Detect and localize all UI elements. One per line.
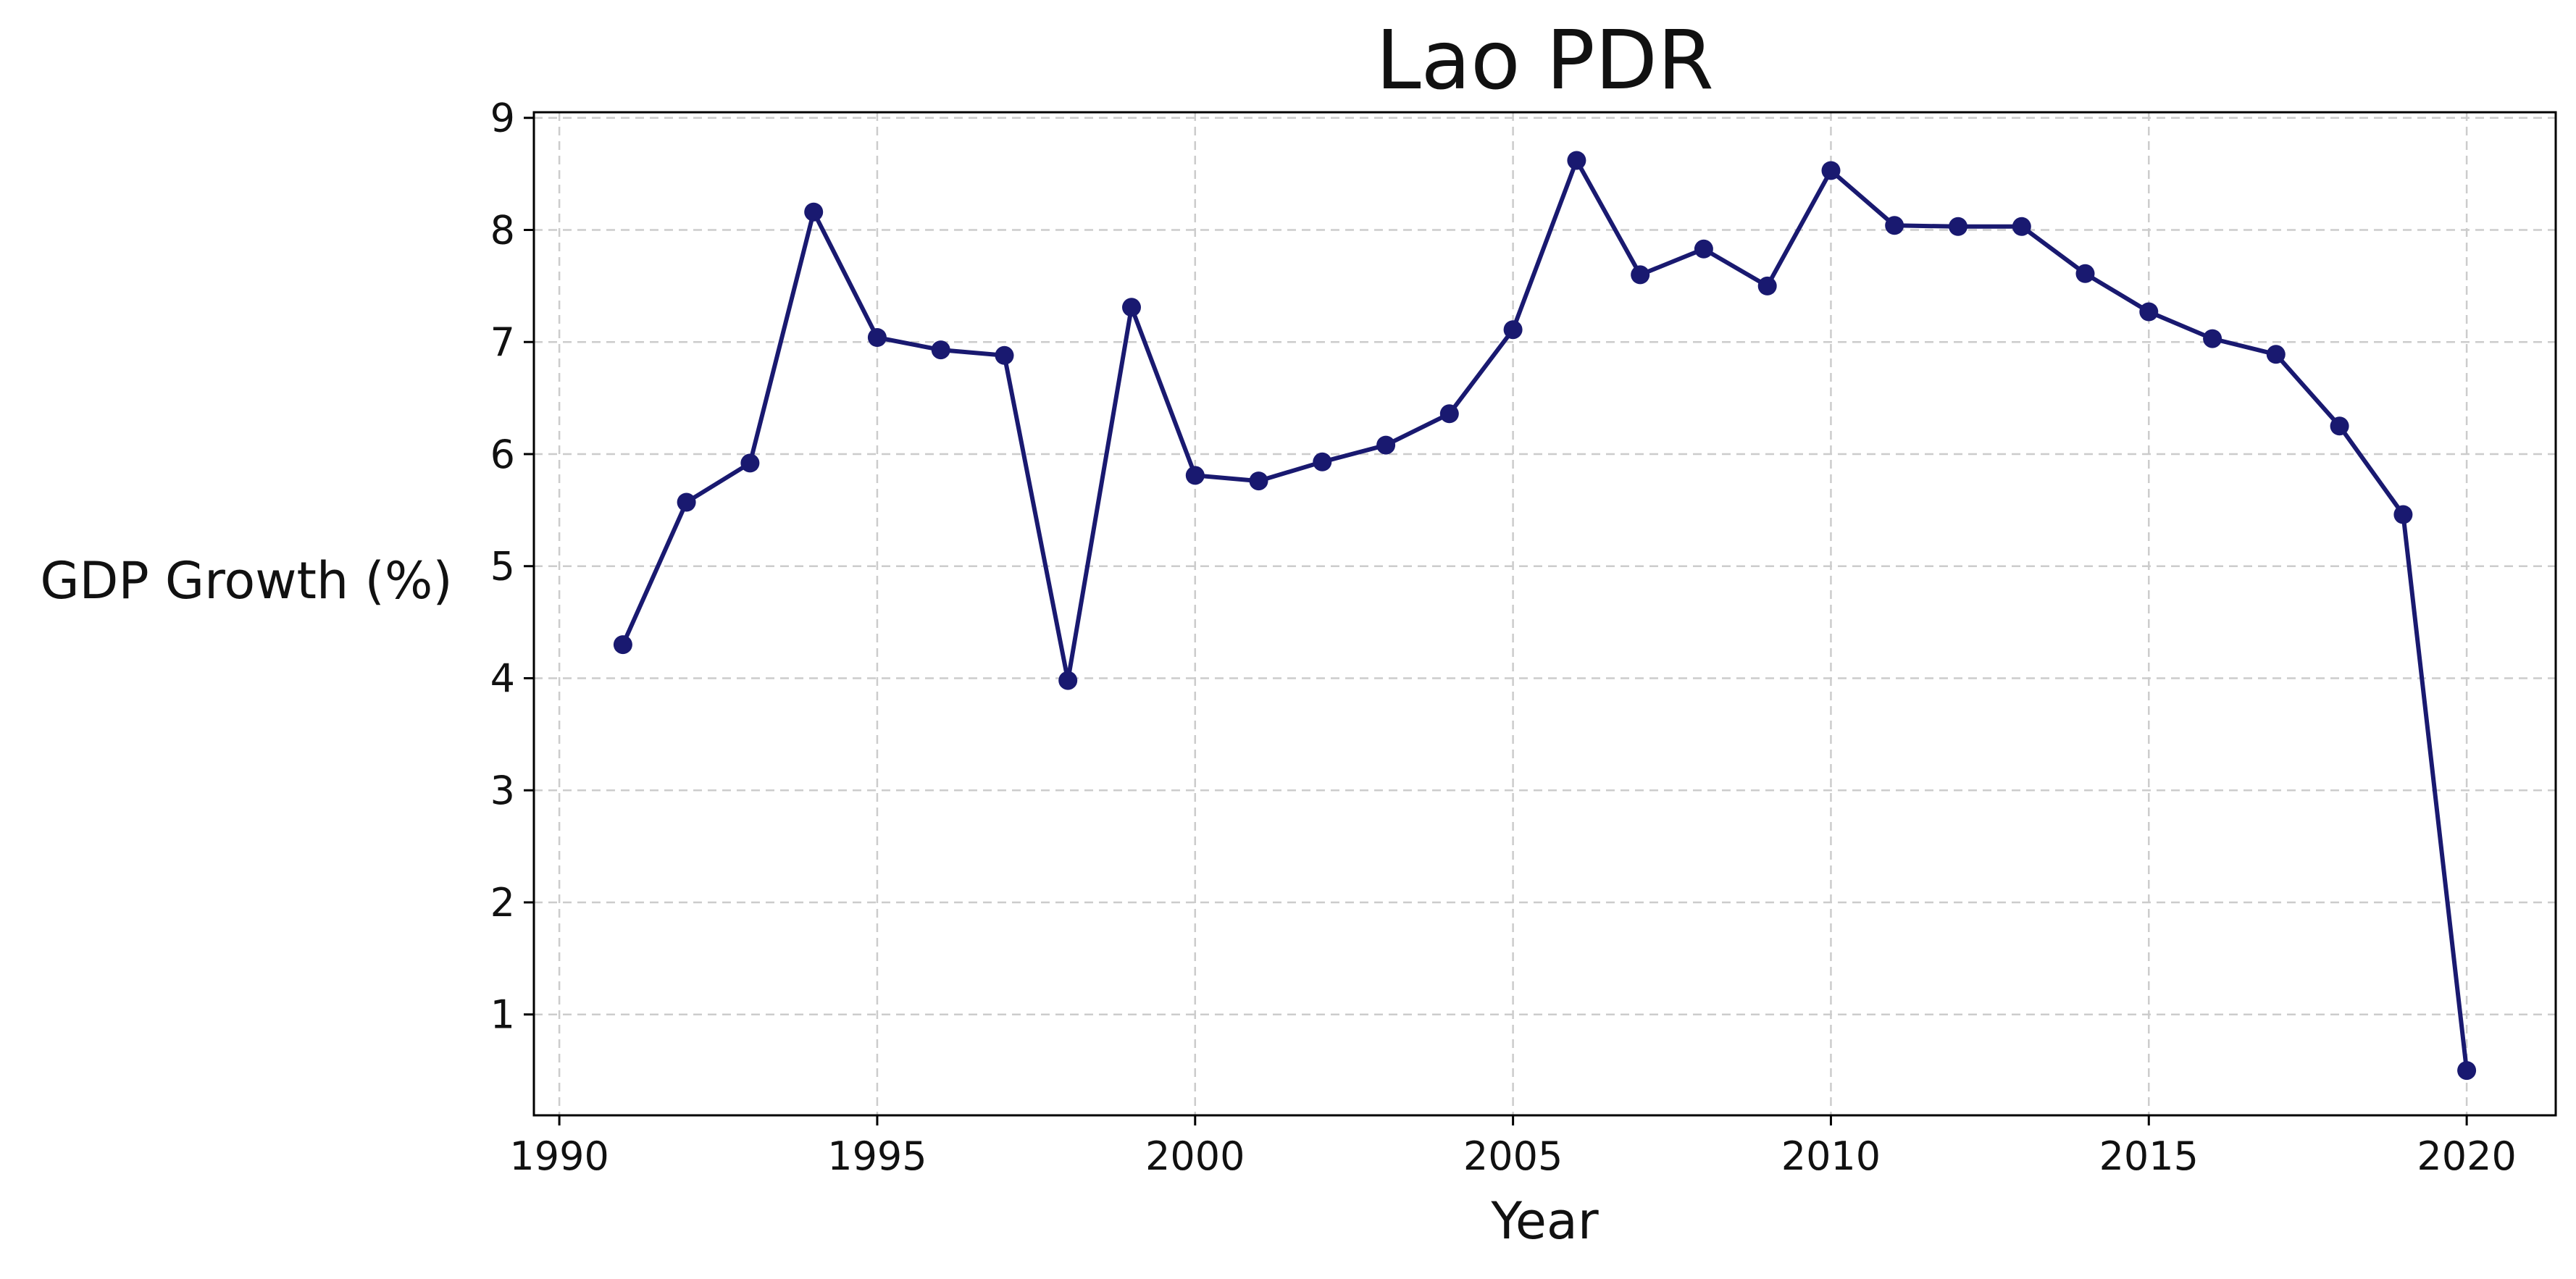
data-point — [1757, 276, 1777, 295]
data-point — [2012, 217, 2031, 236]
data-point — [1185, 466, 1205, 485]
data-point — [1631, 265, 1650, 285]
y-tick-label: 2 — [490, 880, 515, 926]
data-point — [2330, 416, 2349, 436]
data-point — [1249, 471, 1268, 491]
data-point — [2203, 329, 2222, 348]
axis-ticks: 1990 1995 2000 2005 2010 2015 2020 1 2 3 4 5 6 7 8 9 — [490, 96, 2517, 1179]
data-point — [2457, 1061, 2477, 1081]
data-point — [1694, 239, 1713, 259]
data-point — [1439, 404, 1459, 424]
y-tick-label: 5 — [490, 544, 515, 590]
data-point — [1376, 435, 1396, 455]
data-point — [931, 340, 950, 360]
data-point — [2393, 505, 2413, 524]
y-tick-label: 9 — [490, 96, 515, 141]
data-point — [677, 492, 696, 512]
data-point — [740, 453, 760, 473]
data-point — [995, 345, 1014, 365]
x-tick-label: 2010 — [1781, 1133, 1881, 1179]
data-point — [1885, 216, 1904, 235]
x-tick-label: 2005 — [1463, 1133, 1563, 1179]
y-tick-label: 3 — [490, 768, 515, 813]
grid — [534, 112, 2556, 1115]
data-point — [1313, 452, 1332, 471]
series-line — [621, 158, 2470, 1071]
data-point — [2266, 345, 2286, 364]
y-tick-label: 7 — [490, 319, 515, 365]
data-point — [867, 328, 887, 347]
data-point — [1122, 298, 1141, 317]
y-axis-label: GDP Growth (%) — [40, 551, 452, 611]
y-tick-label: 6 — [490, 432, 515, 477]
data-point — [2139, 302, 2159, 322]
data-point — [1058, 671, 1078, 690]
data-point — [2075, 264, 2095, 283]
chart-title: Lao PDR — [1376, 14, 1714, 108]
data-point — [1567, 151, 1586, 170]
x-tick-label: 2020 — [2417, 1133, 2516, 1179]
x-tick-label: 2015 — [2099, 1133, 2199, 1179]
plot-area-frame — [532, 111, 2557, 1117]
y-tick-label: 8 — [490, 207, 515, 253]
data-point — [1503, 320, 1523, 340]
data-point — [613, 635, 632, 655]
x-tick-label: 2000 — [1145, 1133, 1245, 1179]
data-point — [1949, 217, 1967, 236]
series-layer — [613, 151, 2477, 1081]
data-point — [1821, 161, 1841, 180]
x-tick-label: 1990 — [509, 1133, 609, 1179]
x-tick-label: 1995 — [827, 1133, 927, 1179]
y-tick-label: 1 — [490, 992, 515, 1038]
y-tick-label: 4 — [490, 655, 515, 701]
x-axis-label: Year — [1490, 1191, 1598, 1251]
data-point — [804, 202, 824, 222]
